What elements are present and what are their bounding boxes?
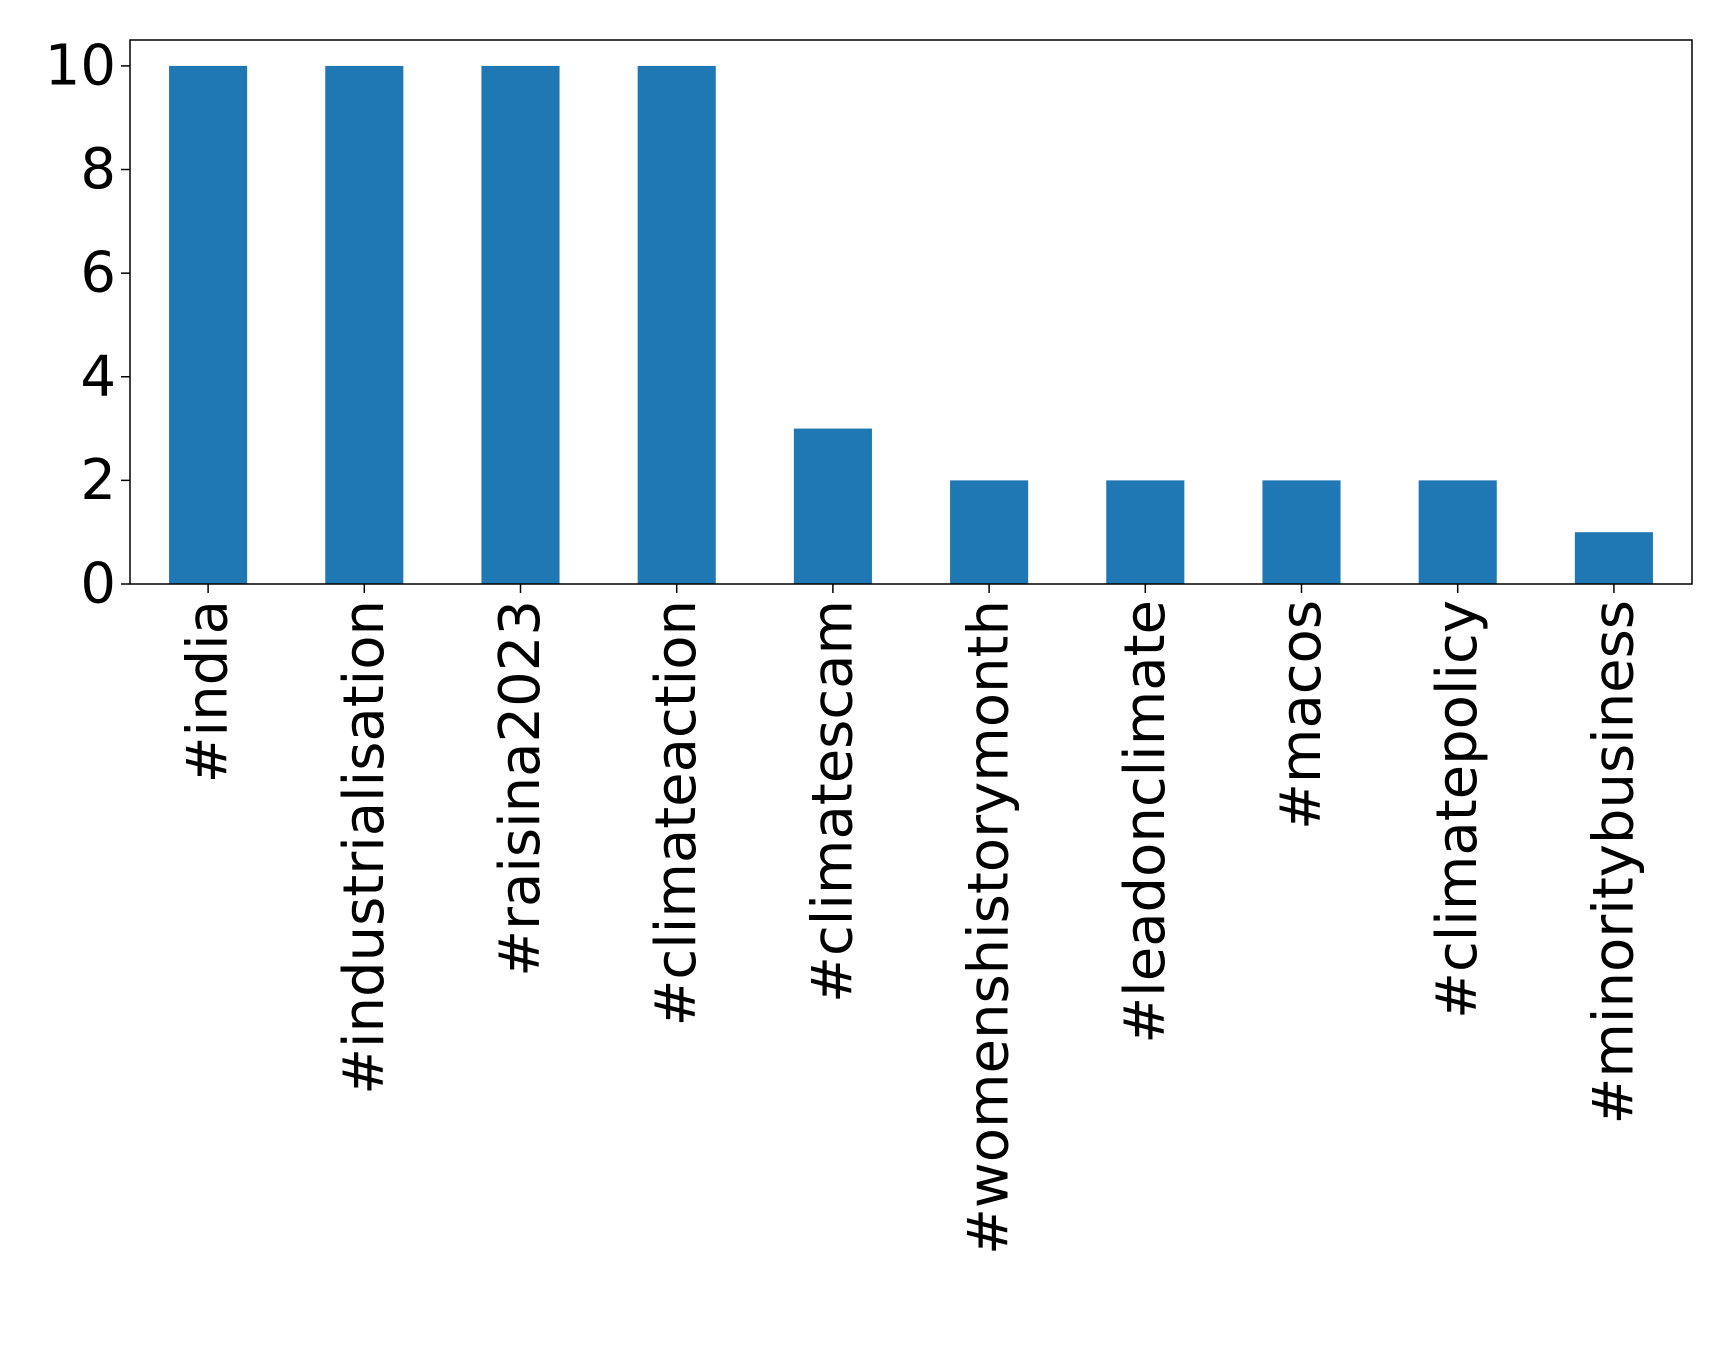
x-tick-label: #minoritybusiness bbox=[1581, 600, 1646, 1125]
x-tick-label: #raisina2023 bbox=[488, 600, 553, 977]
bar-industrialisation bbox=[325, 65, 404, 584]
bar-minoritybusiness bbox=[1574, 532, 1653, 584]
y-tick-label: 2 bbox=[80, 448, 116, 513]
bar-macos bbox=[1262, 480, 1341, 584]
bar-climatepolicy bbox=[1418, 480, 1497, 584]
bars-group bbox=[169, 65, 1653, 584]
bar-climateaction bbox=[637, 65, 716, 584]
bar-climatescam bbox=[793, 428, 872, 584]
y-tick-label: 4 bbox=[80, 344, 116, 409]
bar-womenshistorymonth bbox=[950, 480, 1029, 584]
bar-leadonclimate bbox=[1106, 480, 1185, 584]
x-tick-label: #india bbox=[176, 600, 241, 783]
x-tick-label: #womenshistorymonth bbox=[957, 600, 1022, 1255]
y-tick-label: 6 bbox=[80, 241, 116, 306]
x-tick-label: #climatescam bbox=[800, 600, 865, 1003]
bar-raisina2023 bbox=[481, 65, 560, 584]
x-axis: #india #industrialisation #raisina2023 #cli… bbox=[176, 584, 1646, 1255]
x-tick-label: #climatepolicy bbox=[1425, 600, 1490, 1019]
x-tick-label: #leadonclimate bbox=[1113, 600, 1178, 1044]
x-tick-label: #macos bbox=[1269, 600, 1334, 830]
x-tick-label: #climateaction bbox=[644, 600, 709, 1026]
y-tick-label: 0 bbox=[80, 552, 116, 617]
bar-india bbox=[169, 65, 248, 584]
y-tick-label: 8 bbox=[80, 137, 116, 202]
y-axis: 0 2 4 6 8 10 bbox=[45, 33, 130, 617]
axes-frame bbox=[129, 39, 1693, 585]
x-tick-label: #industrialisation bbox=[332, 600, 397, 1095]
y-tick-label: 10 bbox=[45, 33, 116, 98]
